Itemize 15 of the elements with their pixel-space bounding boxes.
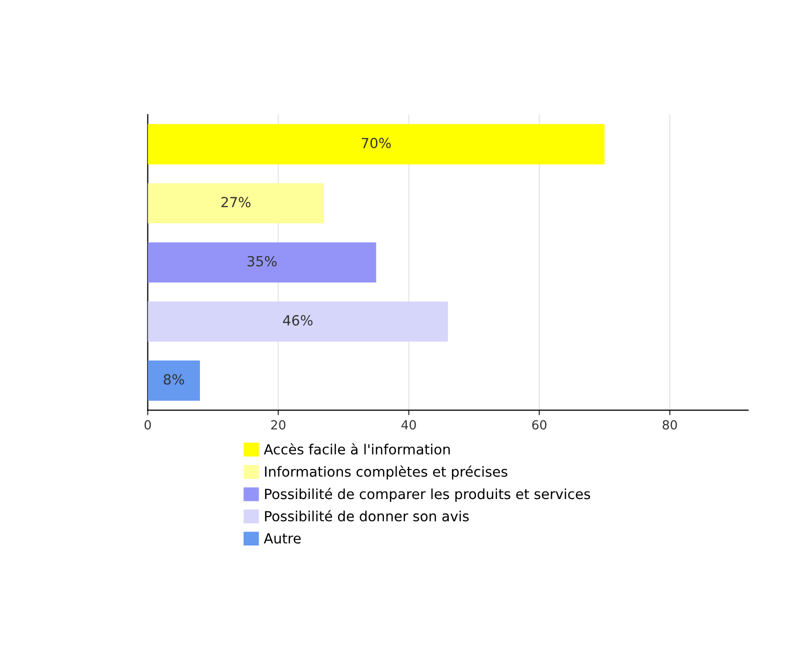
data-label: 70% (362, 138, 391, 148)
x-tick-label: 0 (144, 420, 151, 430)
legend-label: Autre (264, 533, 301, 544)
legend-label: Informations complètes et précises (265, 466, 508, 480)
data-label: 27% (221, 196, 250, 208)
legend-label: Accès facile à l'information (264, 443, 450, 455)
x-tick-label: 80 (662, 420, 677, 430)
x-tick-label: 60 (532, 420, 546, 430)
legend-label: Possibilité de comparer les produits et services (265, 488, 590, 502)
legend-label: Possibilité de donner son avis (265, 510, 469, 522)
x-tick-label: 20 (271, 420, 286, 430)
data-label: 8% (164, 374, 184, 385)
data-label: 35% (248, 256, 277, 266)
x-tick-label: 40 (401, 420, 416, 430)
data-label: 46% (283, 315, 312, 326)
